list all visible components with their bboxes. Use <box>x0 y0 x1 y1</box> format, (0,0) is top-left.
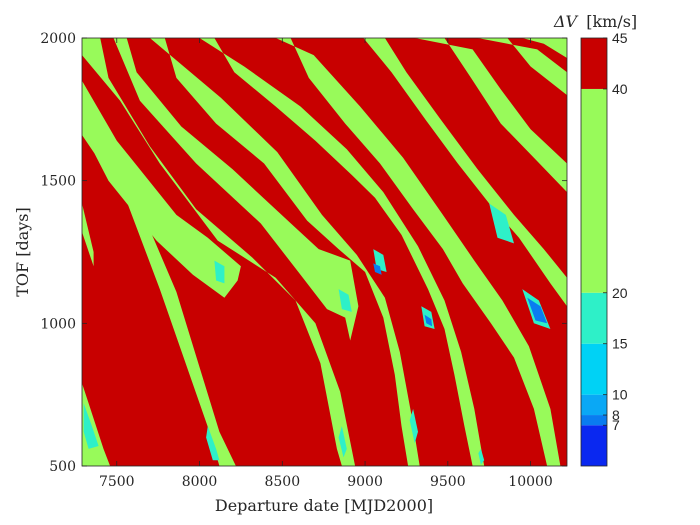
x-axis-ticks: 7500 8000 8500 9000 9500 10000 <box>99 38 553 490</box>
colorbar-band-0 <box>581 425 607 466</box>
colorbar-tick-label: 40 <box>612 81 628 97</box>
y-axis-ticks: 500 1000 1500 2000 <box>40 31 567 475</box>
colorbar-tick-label: 7 <box>612 417 620 433</box>
colorbar-frame <box>580 37 608 467</box>
y-tick-label: 1000 <box>40 316 76 332</box>
colorbar-title-symbol: ΔV <box>553 12 579 31</box>
colorbar-bands <box>581 38 607 466</box>
contour-region-cyan-22 <box>489 203 514 244</box>
contour-region-blue-25 <box>424 314 433 327</box>
contour-region-blue-24 <box>373 263 382 275</box>
y-tick-label: 2000 <box>40 31 76 47</box>
contour-region-cyan-13 <box>83 403 99 449</box>
x-tick-label: 9000 <box>347 474 383 490</box>
contour-region-cyan-18 <box>214 260 225 284</box>
contour-region-cyan-19 <box>338 289 352 312</box>
contour-region-green-1 <box>82 203 94 267</box>
colorbar-title-unit: [km/s] <box>586 12 637 31</box>
colorbar-band-2 <box>581 394 607 416</box>
contour-region-green-2 <box>82 123 236 466</box>
contour-region-green-11 <box>477 38 567 96</box>
colorbar-band-1 <box>581 415 607 426</box>
x-axis-title: Departure date [MJD2000] <box>215 496 433 515</box>
x-tick-label: 8000 <box>182 474 218 490</box>
contour-region-green-5 <box>113 38 359 341</box>
colorbar-tick-label: 8 <box>612 407 620 423</box>
contour-regions <box>82 38 567 466</box>
colorbar-band-4 <box>581 292 607 344</box>
x-tick-label: 8500 <box>264 474 300 490</box>
x-tick-label: 7500 <box>99 474 135 490</box>
contour-region-cyan-15 <box>338 426 347 458</box>
contour-region-cyan-14 <box>206 426 220 461</box>
contour-region-green-4 <box>82 38 356 466</box>
colorbar-tick-label: 20 <box>612 285 628 301</box>
contour-region-green-3 <box>82 80 241 298</box>
colorbar-band-3 <box>581 343 607 395</box>
colorbar-band-5 <box>581 88 607 293</box>
plot-area <box>81 37 568 467</box>
contour-region-cyan-17 <box>478 448 485 465</box>
colorbar-tick-label: 45 <box>612 30 628 46</box>
contour-region-green-12 <box>522 38 567 58</box>
x-tick-label: 9500 <box>430 474 466 490</box>
colorbar: 78 10 15 20 40 45 ΔV [km/s] <box>553 12 637 467</box>
colorbar-tick-label: 15 <box>612 336 628 352</box>
colorbar-ticks: 78 10 15 20 40 45 <box>603 30 628 433</box>
y-tick-label: 500 <box>49 459 76 475</box>
y-axis-title: TOF [days] <box>13 207 32 297</box>
colorbar-tick-label: 10 <box>612 387 628 403</box>
colorbar-title: ΔV [km/s] <box>553 12 637 31</box>
contour-region-blue-26 <box>527 297 548 324</box>
colorbar-band-6 <box>581 38 607 89</box>
plot-frame <box>81 37 568 467</box>
contour-region-cyan-16 <box>409 408 418 444</box>
x-tick-label: 10000 <box>508 474 553 490</box>
y-tick-label: 1500 <box>40 174 76 190</box>
